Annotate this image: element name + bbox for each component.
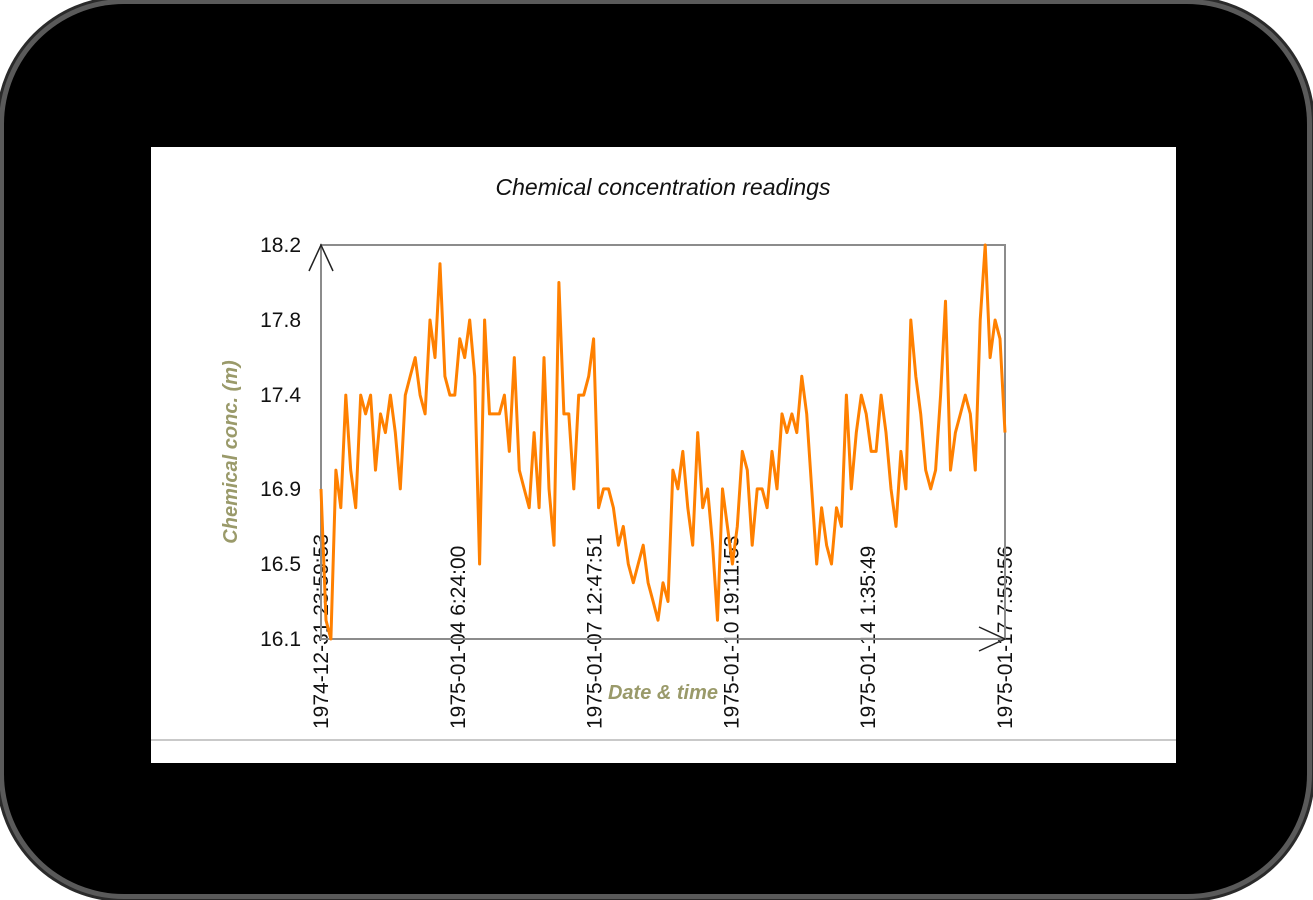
device-frame: Chemical concentration readings 16.1 16.5… <box>4 4 1307 894</box>
chart-title: Chemical concentration readings <box>496 174 831 200</box>
y-axis-ticks: 16.1 16.5 16.9 17.4 17.8 18.2 <box>260 234 301 651</box>
x-axis-label: Date & time <box>608 682 718 704</box>
series-line <box>319 243 1007 641</box>
bottom-divider <box>151 739 1176 741</box>
x-tick-label: 1975-01-10 19:11:53 <box>720 536 743 729</box>
x-axis-arrow <box>978 626 1007 652</box>
chart-screen: Chemical concentration readings 16.1 16.5… <box>151 147 1176 763</box>
plot-frame <box>320 244 1006 640</box>
y-tick-label: 17.4 <box>260 384 301 407</box>
y-axis-arrow <box>308 243 334 272</box>
y-tick-label: 16.1 <box>260 628 301 651</box>
y-tick-label: 16.5 <box>260 553 301 576</box>
x-tick-label: 1975-01-04 6:24:00 <box>447 546 470 729</box>
y-tick-label: 16.9 <box>260 478 301 501</box>
x-tick-label: 1975-01-14 1:35:49 <box>857 546 880 729</box>
line-chart: Chemical concentration readings 16.1 16.5… <box>220 174 1017 729</box>
y-tick-label: 18.2 <box>260 234 301 257</box>
axes <box>308 243 1007 652</box>
y-axis-label: Chemical conc. (m) <box>220 360 242 544</box>
x-tick-label: 1975-01-07 12:47:51 <box>584 534 607 729</box>
y-tick-label: 17.8 <box>260 309 301 332</box>
